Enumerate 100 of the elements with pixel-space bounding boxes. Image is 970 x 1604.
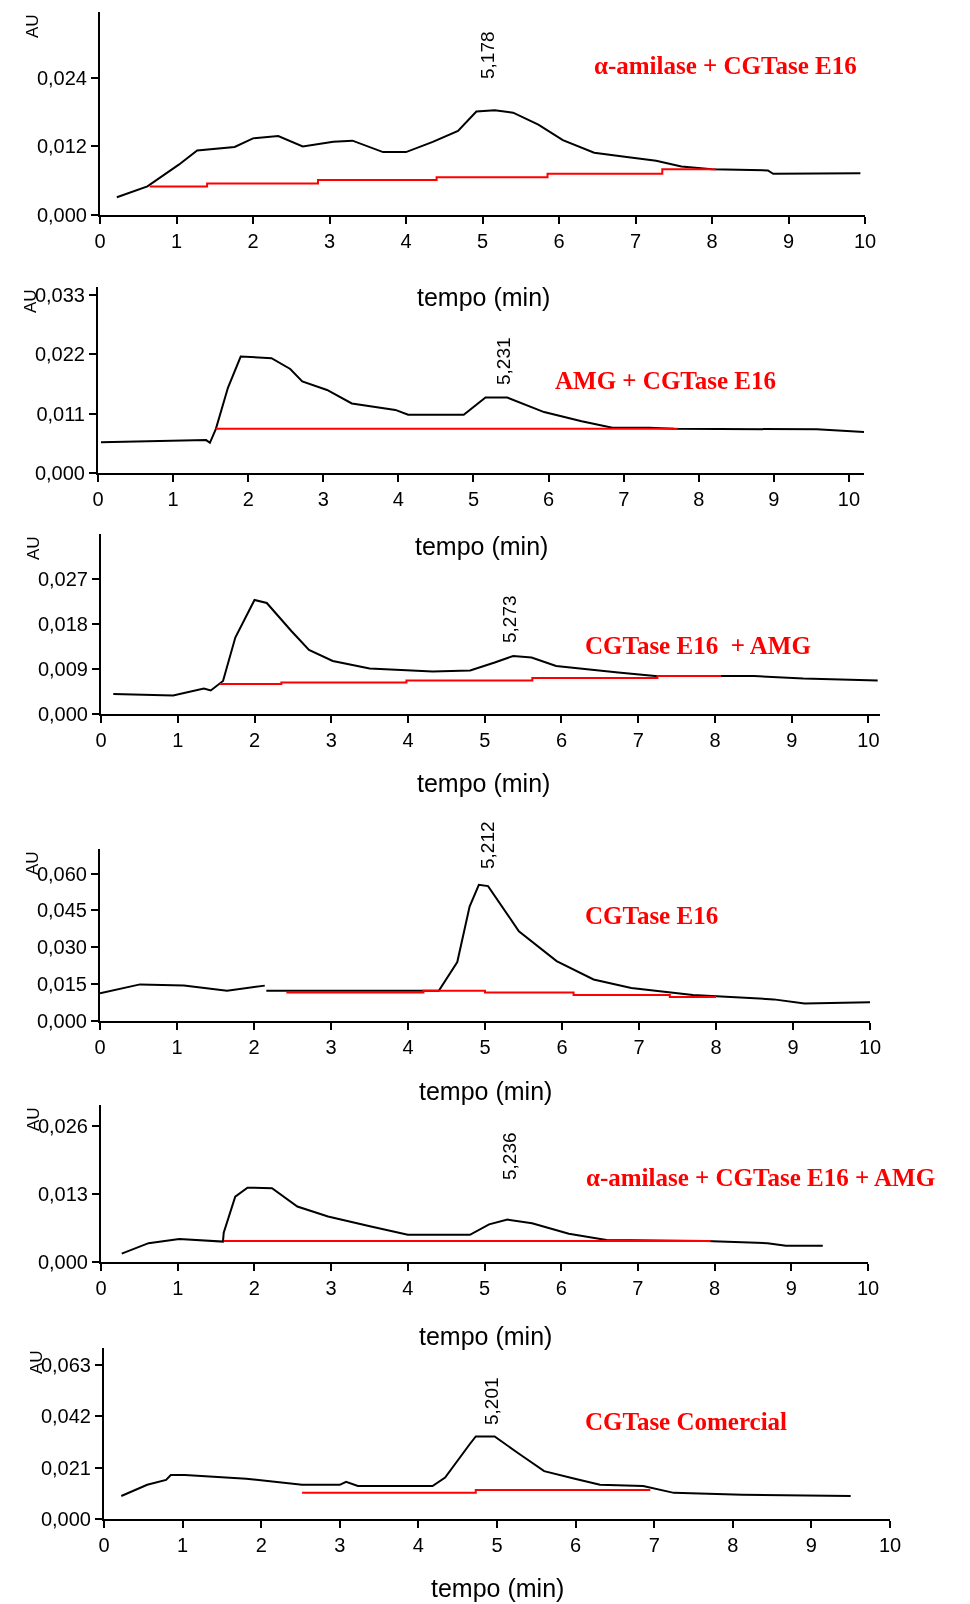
x-tick-label: 10 xyxy=(857,729,880,751)
x-tick-label: 5 xyxy=(479,1036,491,1058)
y-tick-label: 0,000 xyxy=(40,1508,91,1530)
x-tick-label: 9 xyxy=(785,1277,797,1299)
y-tick-label: 0,000 xyxy=(37,1251,88,1273)
text: α-amilase + CGTase E16 + AMG xyxy=(586,1164,936,1191)
x-tick-label: 2 xyxy=(247,230,259,252)
text: CGTase E16 + AMG xyxy=(585,632,811,659)
x-tick-label: 1 xyxy=(172,1277,184,1299)
y-axis-title: AU xyxy=(23,14,42,38)
x-tick-label: 10 xyxy=(878,1534,902,1556)
x-tick-label: 3 xyxy=(317,488,329,510)
annotation: 5,201 xyxy=(481,1377,502,1425)
annotation: 5,273 xyxy=(499,595,520,643)
x-tick-label: 8 xyxy=(709,729,721,751)
x-tick-label: 5 xyxy=(479,729,491,751)
x-tick-label: 5 xyxy=(476,230,489,252)
x-tick-label: 1 xyxy=(177,1534,189,1556)
x-tick-label: 8 xyxy=(693,488,705,510)
x-tick-label: 5 xyxy=(491,1534,503,1556)
annotation: 5,212 xyxy=(477,821,498,869)
x-tick-label: 0 xyxy=(95,729,107,751)
x-tick-label: 7 xyxy=(618,488,630,510)
x-tick-label: 1 xyxy=(171,1036,183,1058)
x-tick-label: 4 xyxy=(402,1277,414,1299)
x-tick-label: 7 xyxy=(648,1534,660,1556)
y-tick-label: 0,015 xyxy=(36,973,87,996)
y-tick-label: 0,009 xyxy=(37,658,88,680)
line-series xyxy=(120,1435,852,1498)
x-tick-label: 0 xyxy=(94,230,106,252)
y-tick-label: 0,000 xyxy=(34,462,85,484)
text: AMG + CGTase E16 xyxy=(555,367,776,394)
y-tick-label: 0,000 xyxy=(37,703,88,725)
x-tick-label: 10 xyxy=(856,1277,880,1299)
x-tick-label: 10 xyxy=(837,488,861,510)
y-tick-label: 0,012 xyxy=(36,135,87,158)
x-tick-label: 1 xyxy=(172,729,184,751)
x-tick-label: 2 xyxy=(242,488,254,510)
y-tick-label: 0,024 xyxy=(36,66,87,89)
x-tick-label: 7 xyxy=(632,729,644,751)
x-tick-label: 2 xyxy=(255,1534,267,1556)
x-tick-label: 7 xyxy=(633,1036,645,1058)
x-tick-label: 3 xyxy=(325,1036,337,1058)
x-tick-label: 1 xyxy=(170,230,183,252)
x-tick-label: 10 xyxy=(853,230,877,252)
x-tick-label: 0 xyxy=(92,488,104,510)
x-tick-label: 5 xyxy=(467,488,480,510)
x-axis-title: tempo (min) xyxy=(431,1574,565,1602)
x-tick-label: 9 xyxy=(805,1534,817,1556)
x-axis-title: tempo (min) xyxy=(419,1322,553,1350)
x-tick-label: 9 xyxy=(782,230,795,252)
x-tick-label: 6 xyxy=(570,1534,582,1556)
x-tick-label: 3 xyxy=(334,1534,346,1556)
annotation: 5,231 xyxy=(493,337,514,385)
y-tick-label: 0,030 xyxy=(36,936,87,959)
x-tick-label: 4 xyxy=(412,1534,424,1556)
y-tick-label: 0,045 xyxy=(36,899,87,922)
x-tick-label: 7 xyxy=(629,230,642,252)
y-tick-label: 0,018 xyxy=(37,613,88,635)
x-axis-title: tempo (min) xyxy=(415,532,549,560)
x-tick-label: 4 xyxy=(392,488,404,510)
x-tick-label: 8 xyxy=(710,1036,722,1058)
x-tick-label: 6 xyxy=(556,1036,568,1058)
x-tick-label: 8 xyxy=(727,1534,739,1556)
x-tick-label: 3 xyxy=(325,729,337,751)
y-tick-label: 0,027 xyxy=(37,568,88,590)
x-tick-label: 3 xyxy=(323,230,336,252)
x-tick-label: 10 xyxy=(858,1036,882,1058)
x-axis-title: tempo (min) xyxy=(417,283,551,311)
x-tick-label: 6 xyxy=(555,1277,567,1299)
x-tick-label: 4 xyxy=(402,729,414,751)
y-tick-label: 0,000 xyxy=(36,1010,87,1032)
text: CGTase E16 xyxy=(585,902,719,929)
line-series xyxy=(115,109,862,199)
x-tick-label: 9 xyxy=(786,729,798,751)
y-tick-label: 0,042 xyxy=(40,1405,91,1428)
x-tick-label: 8 xyxy=(709,1277,721,1299)
line-series xyxy=(120,1186,824,1255)
y-tick-label: 0,013 xyxy=(37,1182,88,1205)
x-tick-label: 6 xyxy=(555,729,568,751)
x-tick-label: 7 xyxy=(632,1277,644,1299)
x-tick-label: 8 xyxy=(706,230,718,252)
x-tick-label: 0 xyxy=(98,1534,110,1556)
text: α-amilase + CGTase E16 xyxy=(594,52,857,79)
y-tick-label: 0,021 xyxy=(40,1456,91,1479)
text: CGTase Comercial xyxy=(585,1408,788,1435)
x-axis-title: tempo (min) xyxy=(417,769,551,797)
x-tick-label: 4 xyxy=(400,230,412,252)
x-tick-label: 6 xyxy=(543,488,555,510)
x-axis-title: tempo (min) xyxy=(419,1077,553,1105)
x-tick-label: 0 xyxy=(94,1036,106,1058)
x-tick-label: 2 xyxy=(248,1277,260,1299)
x-tick-label: 9 xyxy=(768,488,780,510)
annotation: 5,236 xyxy=(499,1132,520,1180)
y-tick-label: 0,000 xyxy=(36,204,87,226)
annotation: 5,178 xyxy=(477,31,498,79)
y-tick-label: 0,011 xyxy=(36,402,85,425)
x-tick-label: 2 xyxy=(248,1036,260,1058)
x-tick-label: 5 xyxy=(478,1277,491,1299)
x-tick-label: 4 xyxy=(402,1036,414,1058)
